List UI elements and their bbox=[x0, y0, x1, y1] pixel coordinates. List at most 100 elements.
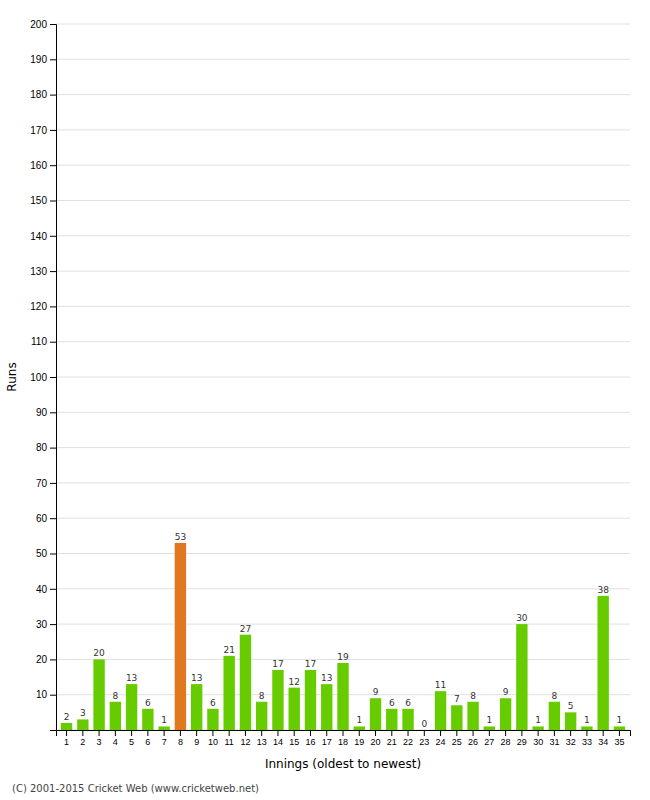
bar bbox=[289, 688, 300, 730]
x-tick: 4 bbox=[113, 730, 118, 747]
grid-line bbox=[56, 165, 630, 166]
x-tick: 26 bbox=[468, 730, 478, 747]
x-tick-label: 34 bbox=[598, 737, 608, 747]
data-label: 11 bbox=[435, 680, 446, 690]
y-tick-label: 200 bbox=[30, 19, 47, 30]
y-tick: 170 bbox=[30, 125, 56, 136]
bar bbox=[435, 691, 446, 730]
y-tick-mark bbox=[50, 554, 56, 555]
x-tick: 10 bbox=[208, 730, 218, 747]
y-tick-mark bbox=[50, 95, 56, 96]
y-tick: 180 bbox=[30, 89, 56, 100]
x-tick-mark bbox=[310, 730, 311, 736]
bar bbox=[321, 684, 332, 730]
x-tick-label: 29 bbox=[517, 737, 527, 747]
x-tick-mark bbox=[326, 730, 327, 736]
x-axis-line bbox=[57, 731, 631, 737]
data-label: 8 bbox=[112, 691, 118, 701]
x-tick: 32 bbox=[566, 730, 576, 747]
x-tick: 33 bbox=[582, 730, 592, 747]
x-tick-label: 18 bbox=[338, 737, 348, 747]
x-tick: 8 bbox=[178, 730, 183, 747]
y-tick-label: 150 bbox=[30, 195, 47, 206]
y-tick-label: 20 bbox=[36, 654, 48, 665]
x-tick-label: 21 bbox=[387, 737, 397, 747]
x-tick-label: 27 bbox=[484, 737, 494, 747]
y-tick-label: 70 bbox=[36, 478, 48, 489]
y-tick-label: 120 bbox=[30, 301, 47, 312]
x-tick-mark bbox=[538, 730, 539, 736]
y-tick: 60 bbox=[36, 513, 56, 524]
y-tick: 200 bbox=[30, 19, 56, 30]
y-axis-title: Runs bbox=[5, 362, 19, 391]
grid-line bbox=[56, 235, 630, 236]
bar bbox=[256, 702, 267, 730]
data-label: 17 bbox=[305, 659, 316, 669]
y-tick: 50 bbox=[36, 548, 56, 559]
bar bbox=[354, 726, 365, 730]
y-tick-mark bbox=[50, 59, 56, 60]
x-tick-label: 2 bbox=[80, 737, 85, 747]
grid-line bbox=[56, 59, 630, 60]
y-tick: 10 bbox=[36, 689, 56, 700]
x-tick-label: 5 bbox=[129, 737, 134, 747]
bar bbox=[500, 698, 511, 730]
y-tick-label: 100 bbox=[30, 372, 47, 383]
y-tick: 80 bbox=[36, 442, 56, 453]
y-axis-line bbox=[50, 25, 57, 731]
x-tick-label: 30 bbox=[533, 737, 543, 747]
y-tick-mark bbox=[50, 483, 56, 484]
data-label: 1 bbox=[486, 715, 492, 725]
bar bbox=[419, 730, 430, 731]
y-tick-mark bbox=[50, 165, 56, 166]
data-label: 1 bbox=[617, 715, 623, 725]
x-tick-mark bbox=[277, 730, 278, 736]
y-tick-label: 110 bbox=[31, 336, 47, 347]
y-tick-mark bbox=[50, 730, 56, 731]
grid-line bbox=[56, 129, 630, 130]
x-tick: 11 bbox=[225, 730, 234, 747]
y-tick-mark bbox=[50, 412, 56, 413]
x-tick-mark bbox=[115, 730, 116, 736]
y-tick-mark bbox=[50, 271, 56, 272]
x-tick: 27 bbox=[484, 730, 494, 747]
x-tick-mark bbox=[359, 730, 360, 736]
plot: 2320813615313621278171217131919660117819… bbox=[30, 19, 630, 748]
x-tick-label: 22 bbox=[403, 737, 413, 747]
y-tick-mark bbox=[50, 624, 56, 625]
data-label: 8 bbox=[470, 691, 476, 701]
bar bbox=[142, 709, 153, 730]
x-tick: 17 bbox=[322, 730, 332, 747]
data-label: 7 bbox=[454, 694, 460, 704]
x-tick: 25 bbox=[452, 730, 462, 747]
grid-line bbox=[56, 518, 630, 519]
data-label: 20 bbox=[93, 648, 105, 658]
y-tick: 160 bbox=[30, 160, 56, 171]
x-tick-mark bbox=[554, 730, 555, 736]
bar bbox=[597, 596, 608, 730]
data-label: 30 bbox=[516, 613, 528, 623]
bar bbox=[484, 726, 495, 730]
data-label: 19 bbox=[337, 652, 349, 662]
y-tick-mark bbox=[50, 589, 56, 590]
data-label: 17 bbox=[272, 659, 283, 669]
y-tick-mark bbox=[50, 201, 56, 202]
x-tick-mark bbox=[212, 730, 213, 736]
x-tick-label: 15 bbox=[289, 737, 299, 747]
x-tick-mark bbox=[294, 730, 295, 736]
x-tick: 20 bbox=[371, 730, 381, 747]
y-tick: 20 bbox=[36, 654, 56, 665]
x-tick: 14 bbox=[273, 730, 283, 747]
bar bbox=[581, 726, 592, 730]
bar bbox=[175, 543, 186, 730]
y-tick-mark bbox=[50, 24, 56, 25]
y-tick: 150 bbox=[30, 195, 56, 206]
grid-line bbox=[56, 553, 630, 554]
y-tick-mark bbox=[50, 236, 56, 237]
x-tick-mark bbox=[505, 730, 506, 736]
x-tick-mark bbox=[424, 730, 425, 736]
x-tick-label: 20 bbox=[371, 737, 381, 747]
x-tick-label: 16 bbox=[305, 737, 315, 747]
data-label: 6 bbox=[405, 698, 411, 708]
x-tick-mark bbox=[391, 730, 392, 736]
